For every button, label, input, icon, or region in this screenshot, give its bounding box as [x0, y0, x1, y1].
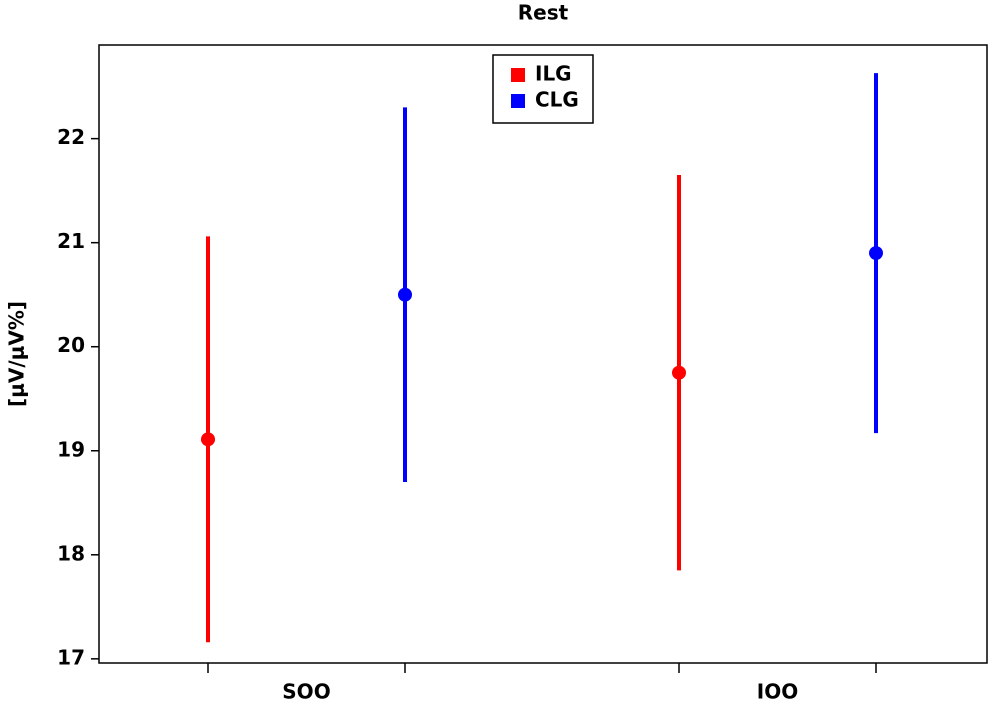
legend-label: CLG	[535, 88, 579, 112]
x-tick-label: SOO	[282, 680, 330, 704]
point	[201, 432, 215, 447]
point	[398, 287, 412, 302]
legend-swatch	[511, 68, 525, 82]
legend-box	[492, 54, 594, 124]
y-tick-label: 20	[57, 333, 85, 357]
x-tick-label: IOO	[757, 680, 798, 704]
point	[869, 246, 883, 261]
legend-swatch	[511, 94, 525, 108]
y-tick-label: 18	[57, 541, 85, 565]
y-tick-label: 19	[57, 437, 85, 461]
point	[672, 365, 686, 380]
y-tick-label: 22	[57, 125, 85, 149]
y-tick-label: 17	[57, 645, 85, 669]
legend-label: ILG	[535, 62, 572, 86]
chart-title: Rest	[518, 1, 569, 25]
plot-frame	[98, 44, 988, 664]
y-tick-label: 21	[57, 229, 85, 253]
y-axis-label: [μV/μV%]	[5, 301, 29, 407]
